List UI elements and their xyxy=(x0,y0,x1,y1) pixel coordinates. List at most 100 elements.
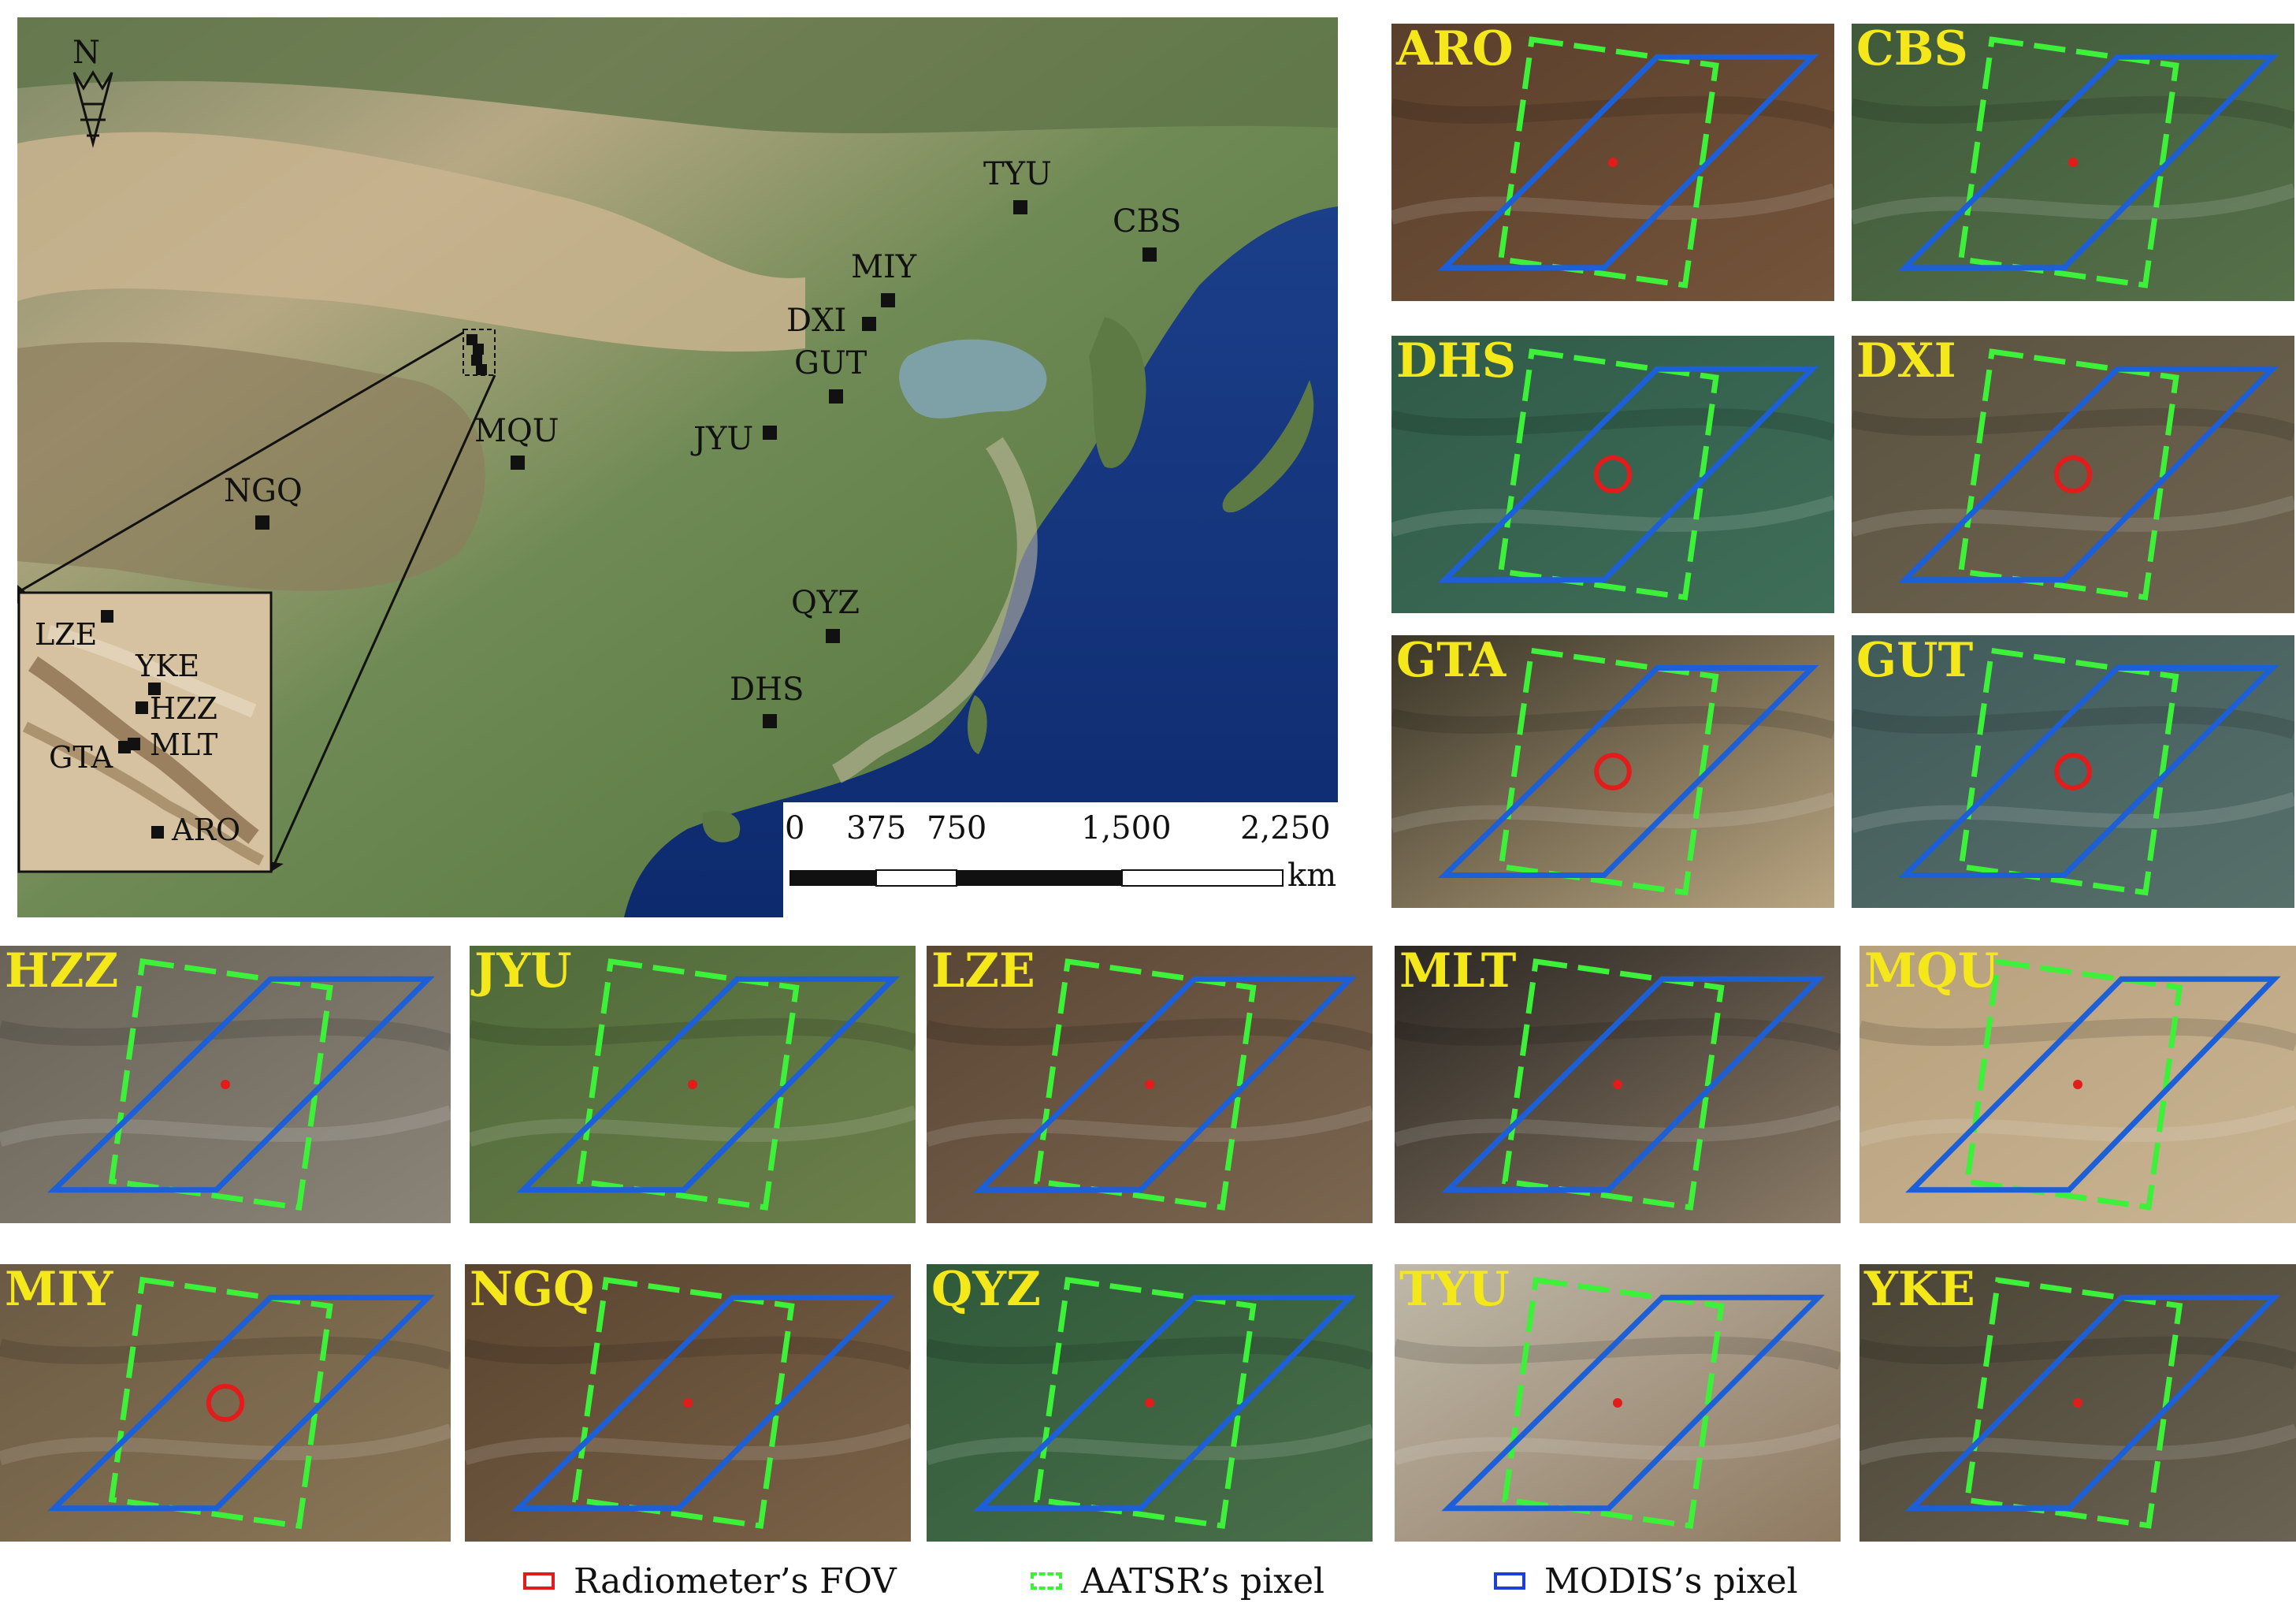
svg-text:MLT: MLT xyxy=(150,727,217,762)
radiometer-fov xyxy=(206,1383,245,1423)
legend-item-modis: MODIS’s pixel xyxy=(1494,1559,1798,1603)
panel-label: QYZ xyxy=(931,1264,1041,1317)
panel-image: JYU xyxy=(470,946,916,1223)
panel-image: DHS xyxy=(1391,336,1834,613)
svg-text:GUT: GUT xyxy=(794,345,868,381)
svg-text:ARO: ARO xyxy=(171,813,240,847)
aatsr-pixel xyxy=(1963,958,2183,1211)
inset-connector xyxy=(269,374,496,872)
legend-item-fov: Radiometer’s FOV xyxy=(523,1559,897,1603)
svg-text:HZZ: HZZ xyxy=(150,691,217,726)
satellite-background xyxy=(0,1264,451,1542)
panel-GUT: GUT xyxy=(1852,635,2294,908)
north-arrow-icon: N xyxy=(72,35,113,148)
modis-pixel xyxy=(1441,976,1826,1193)
panel-NGQ: NGQ xyxy=(465,1264,911,1542)
modis-pixel xyxy=(1897,54,2279,271)
scale-bar: 0 375 750 1,500 2,250 km xyxy=(783,802,1338,917)
aatsr-pixel xyxy=(1957,36,2179,288)
panel-label: DHS xyxy=(1396,336,1516,389)
site-GUT: GUT xyxy=(794,345,868,404)
north-label: N xyxy=(72,35,100,71)
desert-region xyxy=(17,132,805,352)
island-japan xyxy=(1222,380,1314,513)
panel-image: MIY xyxy=(0,1264,451,1542)
peninsula xyxy=(1089,317,1146,468)
legend-label-aatsr: AATSR’s pixel xyxy=(1081,1561,1325,1601)
legend-item-aatsr: AATSR’s pixel xyxy=(1031,1559,1324,1603)
site-QYZ: QYZ xyxy=(791,585,860,643)
site-MIY: MIY xyxy=(851,249,917,307)
aatsr-pixel xyxy=(1502,1277,1725,1529)
plateau-region xyxy=(17,342,485,591)
aatsr-pixel xyxy=(572,1277,795,1529)
north-region xyxy=(17,17,1338,134)
legend-swatch-aatsr xyxy=(1031,1572,1062,1590)
radiometer-fov xyxy=(688,1080,697,1089)
inset-site-ARO: ARO xyxy=(151,813,240,847)
panel-GTA: GTA xyxy=(1391,635,1834,908)
radiometer-fov xyxy=(2068,158,2078,167)
svg-text:QYZ: QYZ xyxy=(791,585,860,621)
inset-site-marker xyxy=(471,355,482,366)
svg-text:MIY: MIY xyxy=(851,249,917,285)
modis-pixel xyxy=(1437,54,1819,271)
inset-site-YKE: YKE xyxy=(135,649,199,695)
panel-label: MQU xyxy=(1864,946,1999,999)
modis-pixel xyxy=(511,1294,896,1512)
radiometer-fov xyxy=(2053,455,2093,494)
svg-text:MQU: MQU xyxy=(474,413,559,449)
svg-text:km: km xyxy=(1287,857,1336,894)
panel-image: QYZ xyxy=(927,1264,1373,1542)
site-DHS: DHS xyxy=(730,671,804,728)
modis-pixel xyxy=(1437,665,1819,878)
site-TYU: TYU xyxy=(983,156,1052,214)
legend: Radiometer’s FOV AATSR’s pixel MODIS’s p… xyxy=(0,1559,2296,1603)
aatsr-pixel xyxy=(1963,1277,2183,1529)
panel-label: HZZ xyxy=(5,946,118,999)
panel-image: ARO xyxy=(1391,24,1834,301)
panel-image: GTA xyxy=(1391,635,1834,908)
panel-LZE: LZE xyxy=(927,946,1373,1223)
radiometer-fov xyxy=(1613,1080,1622,1089)
inset-site-marker xyxy=(466,334,477,345)
panel-YKE: YKE xyxy=(1859,1264,2296,1542)
panel-label: YKE xyxy=(1863,1264,1975,1317)
inset-site-LZE: LZE xyxy=(35,610,113,652)
aatsr-pixel xyxy=(1034,1277,1257,1529)
aatsr-pixel xyxy=(108,958,333,1211)
inset-site-marker xyxy=(473,344,484,355)
inset-site-MLT: MLT xyxy=(128,727,217,762)
panel-label: MLT xyxy=(1399,946,1517,999)
site-NGQ: NGQ xyxy=(224,473,303,530)
radiometer-fov xyxy=(683,1398,693,1408)
legend-label-fov: Radiometer’s FOV xyxy=(574,1561,897,1601)
radiometer-fov xyxy=(1145,1398,1154,1408)
overview-map: N TYU CBS MIY DXI xyxy=(17,17,1338,917)
svg-text:DHS: DHS xyxy=(730,671,804,708)
modis-pixel xyxy=(1437,366,1819,583)
satellite-background xyxy=(1852,635,2294,908)
gulf-area xyxy=(899,339,1047,418)
panel-MIY: MIY xyxy=(0,1264,451,1542)
legend-label-modis: MODIS’s pixel xyxy=(1544,1561,1798,1601)
modis-pixel xyxy=(1897,366,2279,583)
aatsr-pixel xyxy=(108,1276,333,1530)
radiometer-fov xyxy=(2073,1398,2082,1408)
panel-label: JYU xyxy=(470,946,572,999)
panel-image: DXI xyxy=(1852,336,2294,613)
panel-label: MIY xyxy=(5,1264,113,1317)
satellite-background xyxy=(1391,336,1834,613)
radiometer-fov xyxy=(2054,753,2092,790)
aatsr-pixel xyxy=(577,958,800,1211)
radiometer-fov xyxy=(1608,158,1618,167)
aatsr-pixel xyxy=(1497,36,1719,288)
site-CBS: CBS xyxy=(1113,203,1181,262)
panel-image: YKE xyxy=(1859,1264,2296,1542)
panel-label: ARO xyxy=(1395,24,1514,76)
site-JYU: JYU xyxy=(690,421,777,457)
panel-TYU: TYU xyxy=(1395,1264,1841,1542)
panel-image: TYU xyxy=(1395,1264,1841,1542)
site-MQU: MQU xyxy=(474,413,559,470)
svg-text:DXI: DXI xyxy=(786,303,846,339)
